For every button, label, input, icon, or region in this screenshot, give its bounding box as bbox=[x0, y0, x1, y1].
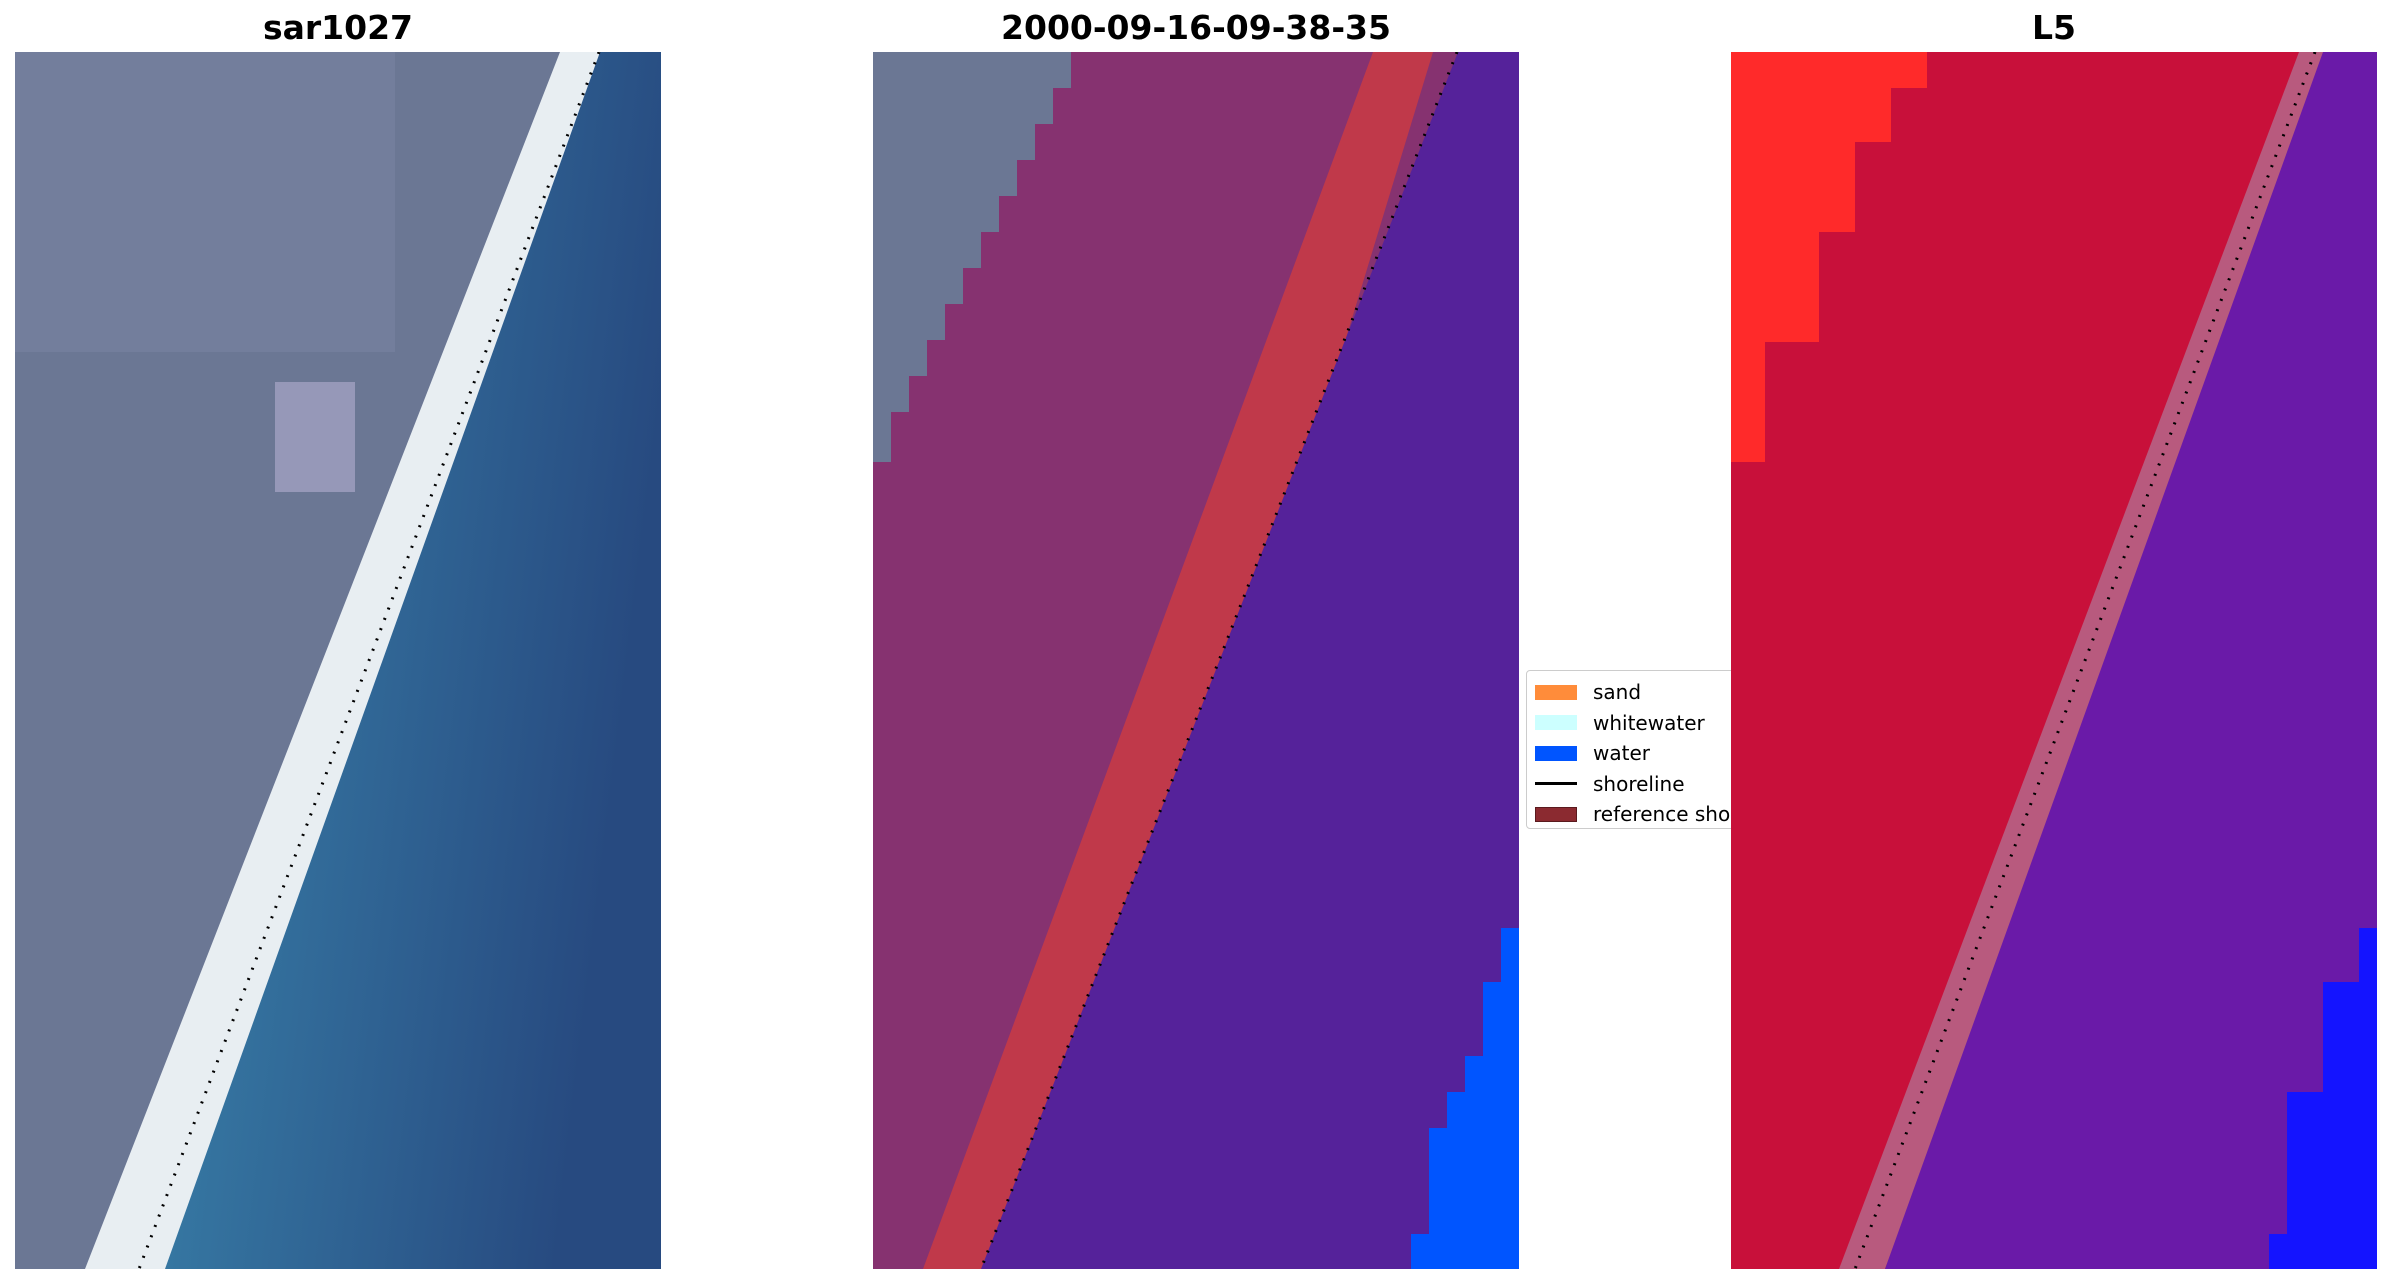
class-sand-overlay bbox=[923, 52, 1433, 1269]
legend-item-shoreline: shoreline bbox=[1535, 769, 1735, 800]
class-pure-water bbox=[1411, 928, 1519, 1269]
legend-line-shoreline bbox=[1535, 782, 1577, 786]
legend-label-whitewater: whitewater bbox=[1593, 710, 1705, 735]
legend-item-reference-shoreline: reference shoreline bbox=[1535, 799, 1786, 830]
class-unclassified-area bbox=[873, 52, 1071, 462]
rgb-shoreline bbox=[137, 52, 601, 1269]
legend-swatch-water bbox=[1535, 745, 1577, 761]
classification-image-panel bbox=[873, 52, 1519, 1269]
legend-item-whitewater: whitewater bbox=[1535, 708, 1735, 739]
rgb-image bbox=[15, 52, 661, 1269]
legend: sand whitewater water shoreline referenc… bbox=[1526, 670, 1786, 830]
panel-title-index: L5 bbox=[2032, 8, 2076, 47]
rgb-land-building bbox=[275, 382, 355, 492]
rgb-image-panel bbox=[15, 52, 661, 1269]
index-pure-water bbox=[2269, 928, 2377, 1269]
index-bright-area bbox=[1731, 52, 1927, 462]
index-image bbox=[1731, 52, 2377, 1269]
legend-item-sand: sand bbox=[1535, 677, 1735, 708]
legend-swatch-sand bbox=[1535, 684, 1577, 700]
panel-title-classification: 2000-09-16-09-38-35 bbox=[1001, 8, 1391, 47]
index-water-area bbox=[1885, 52, 2377, 1269]
class-water-overlay bbox=[981, 52, 1519, 1269]
legend-label-shoreline: shoreline bbox=[1593, 771, 1685, 796]
legend-label-water: water bbox=[1593, 741, 1650, 766]
legend-swatch-whitewater bbox=[1535, 715, 1577, 731]
index-image-panel bbox=[1731, 52, 2377, 1269]
legend-item-water: water bbox=[1535, 738, 1735, 769]
classification-image bbox=[873, 52, 1519, 1269]
index-shoreline bbox=[1853, 52, 2317, 1269]
legend-label-sand: sand bbox=[1593, 680, 1642, 705]
panel-title-rgb: sar1027 bbox=[262, 8, 414, 47]
legend-swatch-reference-shoreline bbox=[1535, 806, 1577, 822]
rgb-land-texture bbox=[15, 52, 395, 352]
rgb-ocean-area bbox=[165, 52, 661, 1269]
